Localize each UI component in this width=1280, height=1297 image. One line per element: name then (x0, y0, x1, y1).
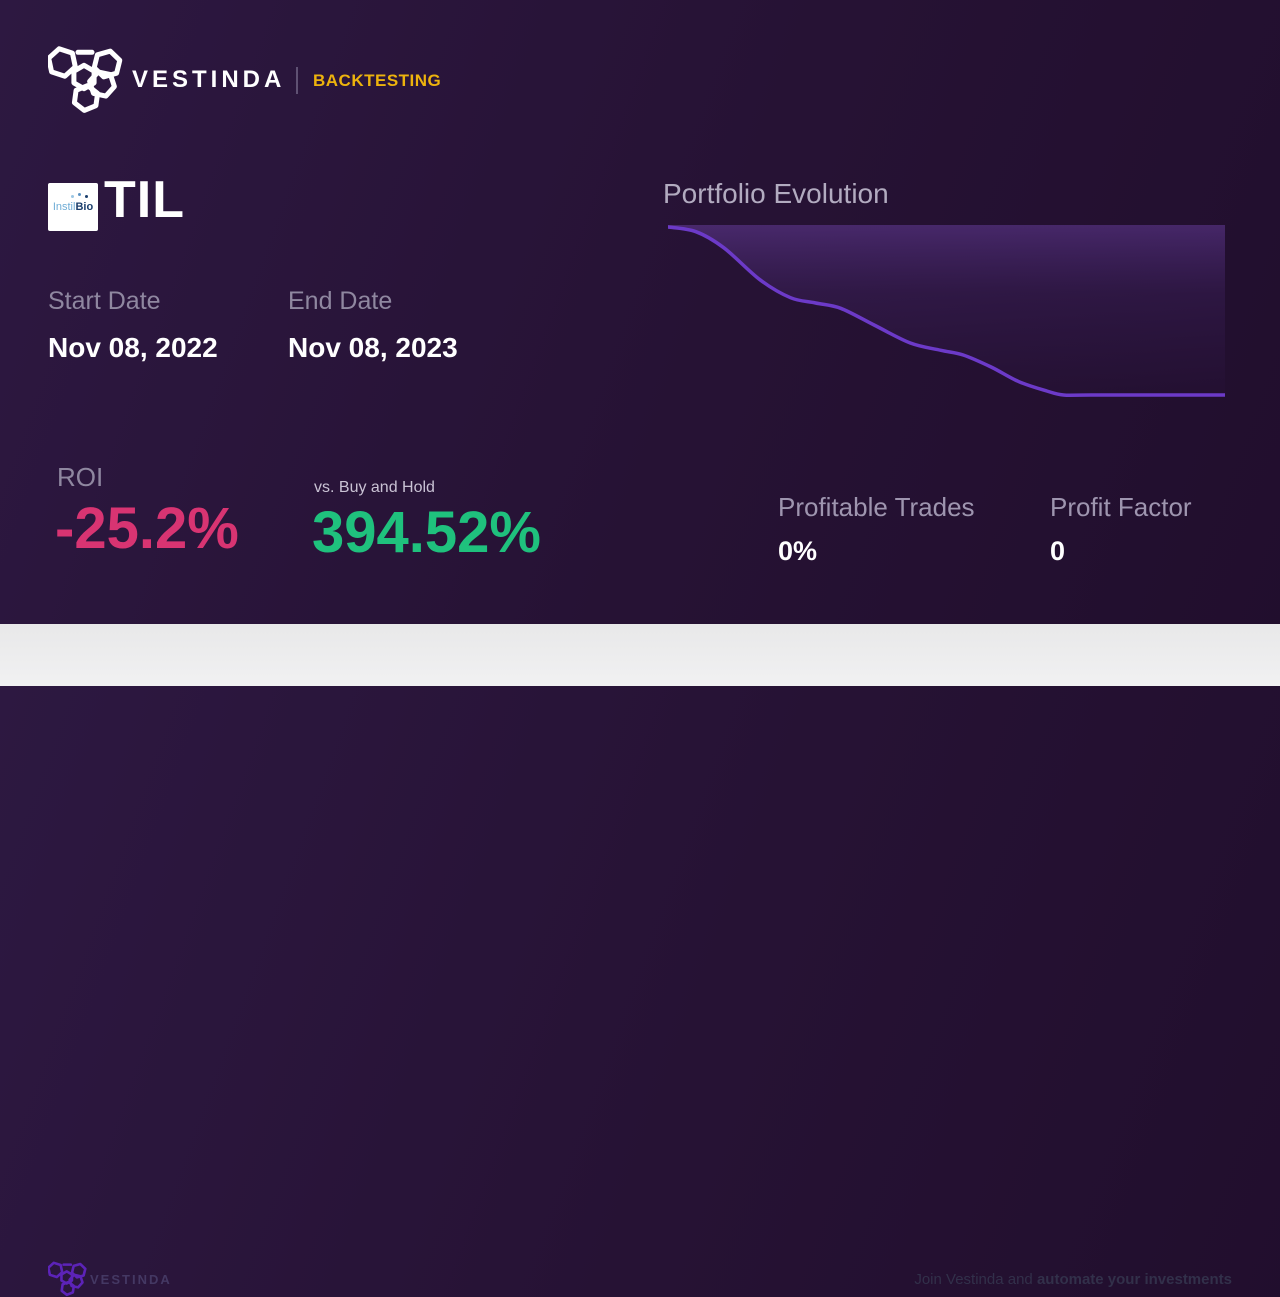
end-date-label: End Date (288, 287, 393, 315)
footer-cta: Join Vestinda and automate your investme… (914, 1272, 1232, 1287)
start-date-value: Nov 08, 2022 (48, 332, 218, 363)
footer-bar: VESTINDA Join Vestinda and automate your… (0, 624, 1280, 1297)
portfolio-evolution-chart (668, 225, 1225, 398)
profitable-trades-label: Profitable Trades (778, 492, 975, 522)
roi-value: -25.2% (55, 496, 239, 561)
vs-buy-and-hold-value: 394.52% (312, 500, 541, 565)
footer-cta-bold: automate your investments (1036, 1271, 1232, 1288)
chart-title: Portfolio Evolution (663, 178, 889, 209)
logo-dot (70, 194, 74, 198)
footer-cta-regular: Join Vestinda and (914, 1271, 1037, 1288)
asset-logo-instilbio: InstilBio (48, 183, 98, 231)
vestinda-logo (48, 44, 125, 114)
footer-brand-wordmark: VESTINDA (90, 1272, 172, 1287)
chart-area-fill (668, 225, 1225, 396)
asset-logo-text: InstilBio (53, 192, 93, 213)
vestinda-footer-logo (48, 1261, 87, 1297)
roi-label: ROI (57, 462, 104, 492)
asset-ticker: TIL (104, 171, 185, 229)
brand-wordmark: VESTINDA (132, 66, 286, 93)
profitable-trades-value: 0% (778, 536, 818, 566)
end-date-value: Nov 08, 2023 (288, 332, 458, 363)
profit-factor-label: Profit Factor (1050, 492, 1192, 522)
chart-line (668, 225, 1225, 398)
vs-buy-and-hold-label: vs. Buy and Hold (314, 479, 435, 496)
backtesting-badge: BACKTESTING (313, 71, 442, 90)
start-date-label: Start Date (48, 287, 161, 315)
logo-dot (84, 194, 88, 198)
profit-factor-value: 0 (1050, 536, 1066, 566)
logo-dot (77, 192, 81, 196)
header-divider (296, 67, 298, 94)
